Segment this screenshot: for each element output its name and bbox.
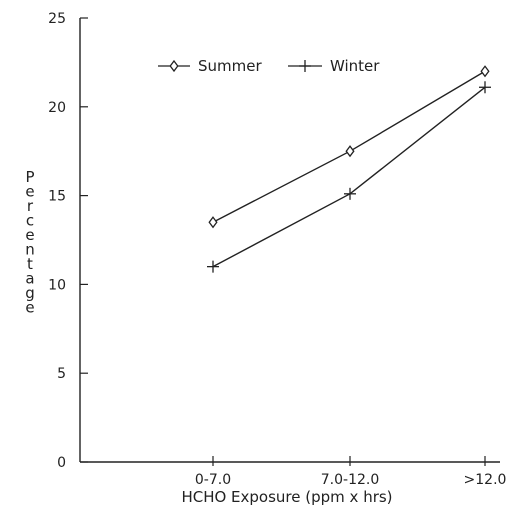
- legend-label: Winter: [330, 57, 380, 75]
- y-tick-label: 25: [48, 11, 66, 27]
- x-tick-label: 0-7.0: [195, 472, 231, 488]
- diamond-marker: [169, 59, 179, 73]
- series-summer: [208, 65, 490, 229]
- y-axis-title-char: t: [27, 255, 33, 273]
- y-axis-title-char: e: [25, 183, 34, 201]
- series-line-winter: [212, 86, 486, 268]
- y-axis-title-char: e: [25, 299, 34, 317]
- legend-item-winter: Winter: [288, 57, 380, 75]
- diamond-marker: [345, 145, 355, 158]
- y-tick-label: 5: [57, 366, 66, 382]
- x-axis-title: HCHO Exposure (ppm x hrs): [181, 488, 392, 506]
- axes: [79, 18, 500, 463]
- series-winter: [207, 81, 491, 273]
- legend-label: Summer: [198, 57, 262, 75]
- y-axis-title-char: n: [25, 241, 35, 259]
- plus-marker: [207, 260, 219, 273]
- y-axis-title-char: g: [25, 284, 35, 302]
- legend-item-summer: Summer: [158, 57, 262, 75]
- legend: Summer Winter: [158, 57, 380, 75]
- y-tick-label: 0: [57, 455, 66, 471]
- y-tick-label: 15: [48, 189, 66, 205]
- y-axis-title-char: P: [25, 168, 34, 186]
- y-axis-title-char: a: [25, 270, 34, 288]
- y-axis-title-char: c: [26, 212, 34, 230]
- y-tick-label: 10: [48, 277, 66, 293]
- y-axis-ticks: 0 5 10 15 20 25: [48, 11, 88, 471]
- plus-marker: [299, 60, 311, 72]
- x-axis-ticks: 0-7.0 7.0-12.0 >12.0: [195, 456, 507, 488]
- diamond-marker: [480, 65, 490, 78]
- y-tick-label: 20: [48, 100, 66, 116]
- series-layer: [207, 65, 491, 273]
- x-tick-label: 7.0-12.0: [321, 472, 380, 488]
- y-axis-title-char: e: [25, 226, 34, 244]
- x-tick-label: >12.0: [464, 472, 507, 488]
- plus-marker: [479, 81, 491, 94]
- y-axis-title-char: r: [27, 197, 34, 215]
- diamond-marker: [208, 216, 218, 229]
- plus-marker: [344, 187, 356, 200]
